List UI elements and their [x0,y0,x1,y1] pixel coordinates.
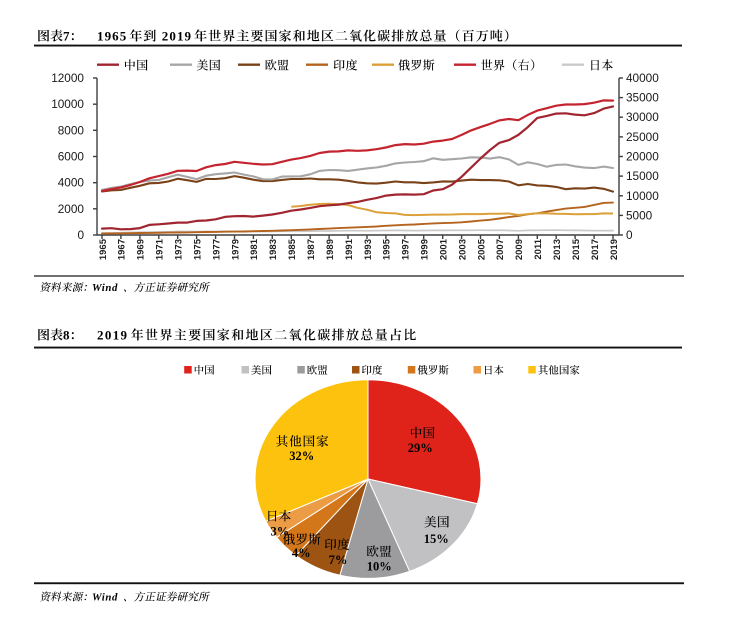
svg-text:1987: 1987 [306,239,317,260]
svg-text:0: 0 [77,228,84,242]
svg-text:1977: 1977 [211,239,222,260]
svg-text:4000: 4000 [58,176,85,190]
svg-text:1997: 1997 [401,239,412,260]
svg-text:2000: 2000 [58,202,85,216]
svg-text:2019: 2019 [162,29,192,44]
svg-text:32%: 32% [289,449,314,463]
svg-text:2003: 2003 [457,239,468,260]
svg-text:2019: 2019 [97,328,128,343]
svg-text:10000: 10000 [51,97,84,111]
svg-text:15000: 15000 [626,169,659,183]
svg-text:2001: 2001 [439,238,450,260]
svg-text:1975: 1975 [192,238,203,260]
svg-text:2019: 2019 [609,239,620,260]
svg-text:1971: 1971 [155,238,166,260]
svg-text:1979: 1979 [230,239,241,260]
svg-text:30000: 30000 [626,110,659,124]
svg-text:1989: 1989 [325,239,336,260]
svg-text:6000: 6000 [58,150,85,164]
svg-text:15%: 15% [424,532,449,546]
svg-text:3%: 3% [271,525,290,539]
svg-text:Wind: Wind [92,592,118,604]
svg-text:2005: 2005 [476,238,487,260]
svg-text:5000: 5000 [626,208,653,222]
svg-text:4%: 4% [292,546,311,560]
svg-text:8: 8 [63,328,70,343]
svg-text:1973: 1973 [174,239,185,260]
svg-text:40000: 40000 [626,71,659,85]
svg-text:2009: 2009 [514,239,525,260]
svg-text:1983: 1983 [268,239,279,260]
svg-text:0: 0 [626,228,633,242]
svg-text:1993: 1993 [363,239,374,260]
svg-text:1985: 1985 [287,238,298,260]
svg-text:1995: 1995 [382,238,393,260]
svg-text:1965: 1965 [98,238,109,260]
svg-text:Wind: Wind [92,282,118,294]
svg-text:20000: 20000 [626,150,659,164]
svg-text:1967: 1967 [117,239,128,260]
svg-text:10000: 10000 [626,189,659,203]
svg-text:7%: 7% [329,553,348,567]
svg-text:2007: 2007 [495,239,506,260]
svg-text:10%: 10% [367,560,392,574]
svg-text:2013: 2013 [552,239,563,260]
svg-text:1965: 1965 [97,29,127,44]
svg-text:8000: 8000 [58,123,85,137]
svg-text:12000: 12000 [51,71,84,85]
svg-text:1969: 1969 [136,239,147,260]
svg-text:2017: 2017 [590,239,601,260]
svg-text:25000: 25000 [626,130,659,144]
svg-text:1991: 1991 [344,238,355,260]
svg-text:2011: 2011 [533,238,544,259]
svg-text:2015: 2015 [571,238,582,260]
svg-text:1999: 1999 [420,239,431,260]
svg-text:29%: 29% [408,441,433,455]
svg-text:7: 7 [63,29,70,44]
svg-text:1981: 1981 [249,238,260,260]
svg-text:35000: 35000 [626,91,659,105]
